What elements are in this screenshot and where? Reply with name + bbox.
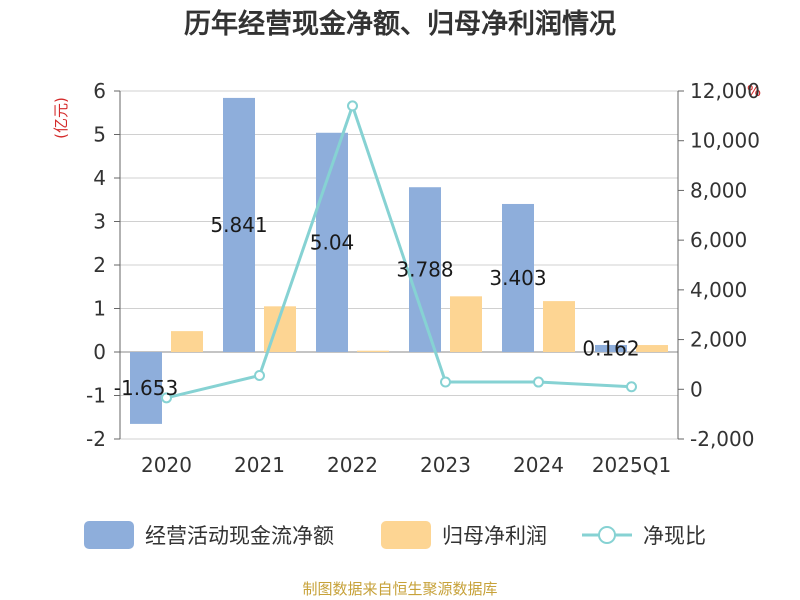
- left-tick-label: -1: [86, 384, 106, 408]
- bar-net-profit: [636, 345, 668, 352]
- x-tick-label: 2024: [513, 453, 564, 477]
- chart-title: 历年经营现金净额、归母净利润情况: [184, 8, 616, 40]
- right-tick-label: 10,000: [690, 129, 760, 153]
- data-labels: -1.653 5.841 5.04 3.788 3.403 0.162: [114, 213, 640, 400]
- legend-swatch-net-profit: [381, 521, 431, 549]
- bar-net-profit: [450, 296, 482, 352]
- ratio-line-path: [166, 101, 632, 400]
- bar-net-profit: [357, 350, 389, 352]
- legend: 经营活动现金流净额 归母净利润 净现比: [84, 521, 706, 549]
- bars: [130, 97, 668, 424]
- x-tick-label: 2023: [420, 453, 471, 477]
- bar-value-label: 5.841: [210, 213, 267, 237]
- right-tick-label: 0: [690, 377, 703, 401]
- axes: -2 -1 0 1 2 3 4 5 6 -2,000 0 2,000 4,000 6,000 8,000 10…: [86, 79, 760, 477]
- bar-value-label: 5.04: [310, 230, 355, 254]
- ratio-point: [440, 376, 451, 388]
- left-tick-label: 6: [93, 79, 106, 103]
- right-tick-label: 4,000: [690, 278, 747, 302]
- x-tick-label: 2020: [141, 453, 192, 477]
- right-axis-unit: %: [747, 82, 761, 100]
- ratio-line: [161, 100, 637, 404]
- ratio-point: [626, 381, 637, 393]
- left-tick-label: 0: [93, 340, 106, 364]
- bar-value-label: -1.653: [114, 376, 178, 400]
- right-tick-label: 8,000: [690, 178, 747, 202]
- left-tick-label: 2: [93, 253, 106, 277]
- left-tick-label: -2: [86, 427, 106, 451]
- right-tick-label: 2,000: [690, 328, 747, 352]
- left-tick-label: 1: [93, 297, 106, 321]
- legend-label-cashflow: 经营活动现金流净额: [145, 524, 334, 548]
- left-tick-label: 5: [93, 123, 106, 147]
- bar-value-label: 0.162: [582, 336, 639, 360]
- right-tick-label: 12,000: [690, 79, 760, 103]
- bar-cashflow: [130, 352, 162, 424]
- x-tick-label: 2025Q1: [592, 453, 671, 477]
- ratio-point: [254, 369, 265, 381]
- left-tick-label: 3: [93, 210, 106, 234]
- bar-net-profit: [543, 301, 575, 352]
- bar-cashflow: [595, 344, 627, 352]
- legend-label-net-profit: 归母净利润: [442, 524, 547, 548]
- right-tick-label: -2,000: [690, 427, 754, 451]
- legend-swatch-ratio-point: [598, 526, 616, 544]
- left-axis-unit: (亿元): [52, 97, 70, 139]
- grid: [120, 90, 678, 440]
- bar-cashflow: [502, 203, 534, 352]
- x-tick-label: 2021: [234, 453, 285, 477]
- ratio-point: [533, 376, 544, 388]
- right-tick-label: 6,000: [690, 228, 747, 252]
- ratio-point: [347, 100, 358, 112]
- left-tick-label: 4: [93, 166, 106, 190]
- bar-net-profit: [171, 331, 203, 352]
- x-tick-label: 2022: [327, 453, 378, 477]
- source-note: 制图数据来自恒生聚源数据库: [302, 580, 497, 598]
- legend-swatch-cashflow: [84, 521, 134, 549]
- ratio-point: [161, 392, 172, 404]
- legend-label-ratio: 净现比: [643, 524, 706, 548]
- bar-value-label: 3.788: [396, 258, 453, 282]
- bar-value-label: 3.403: [489, 266, 546, 290]
- bar-cashflow: [223, 97, 255, 352]
